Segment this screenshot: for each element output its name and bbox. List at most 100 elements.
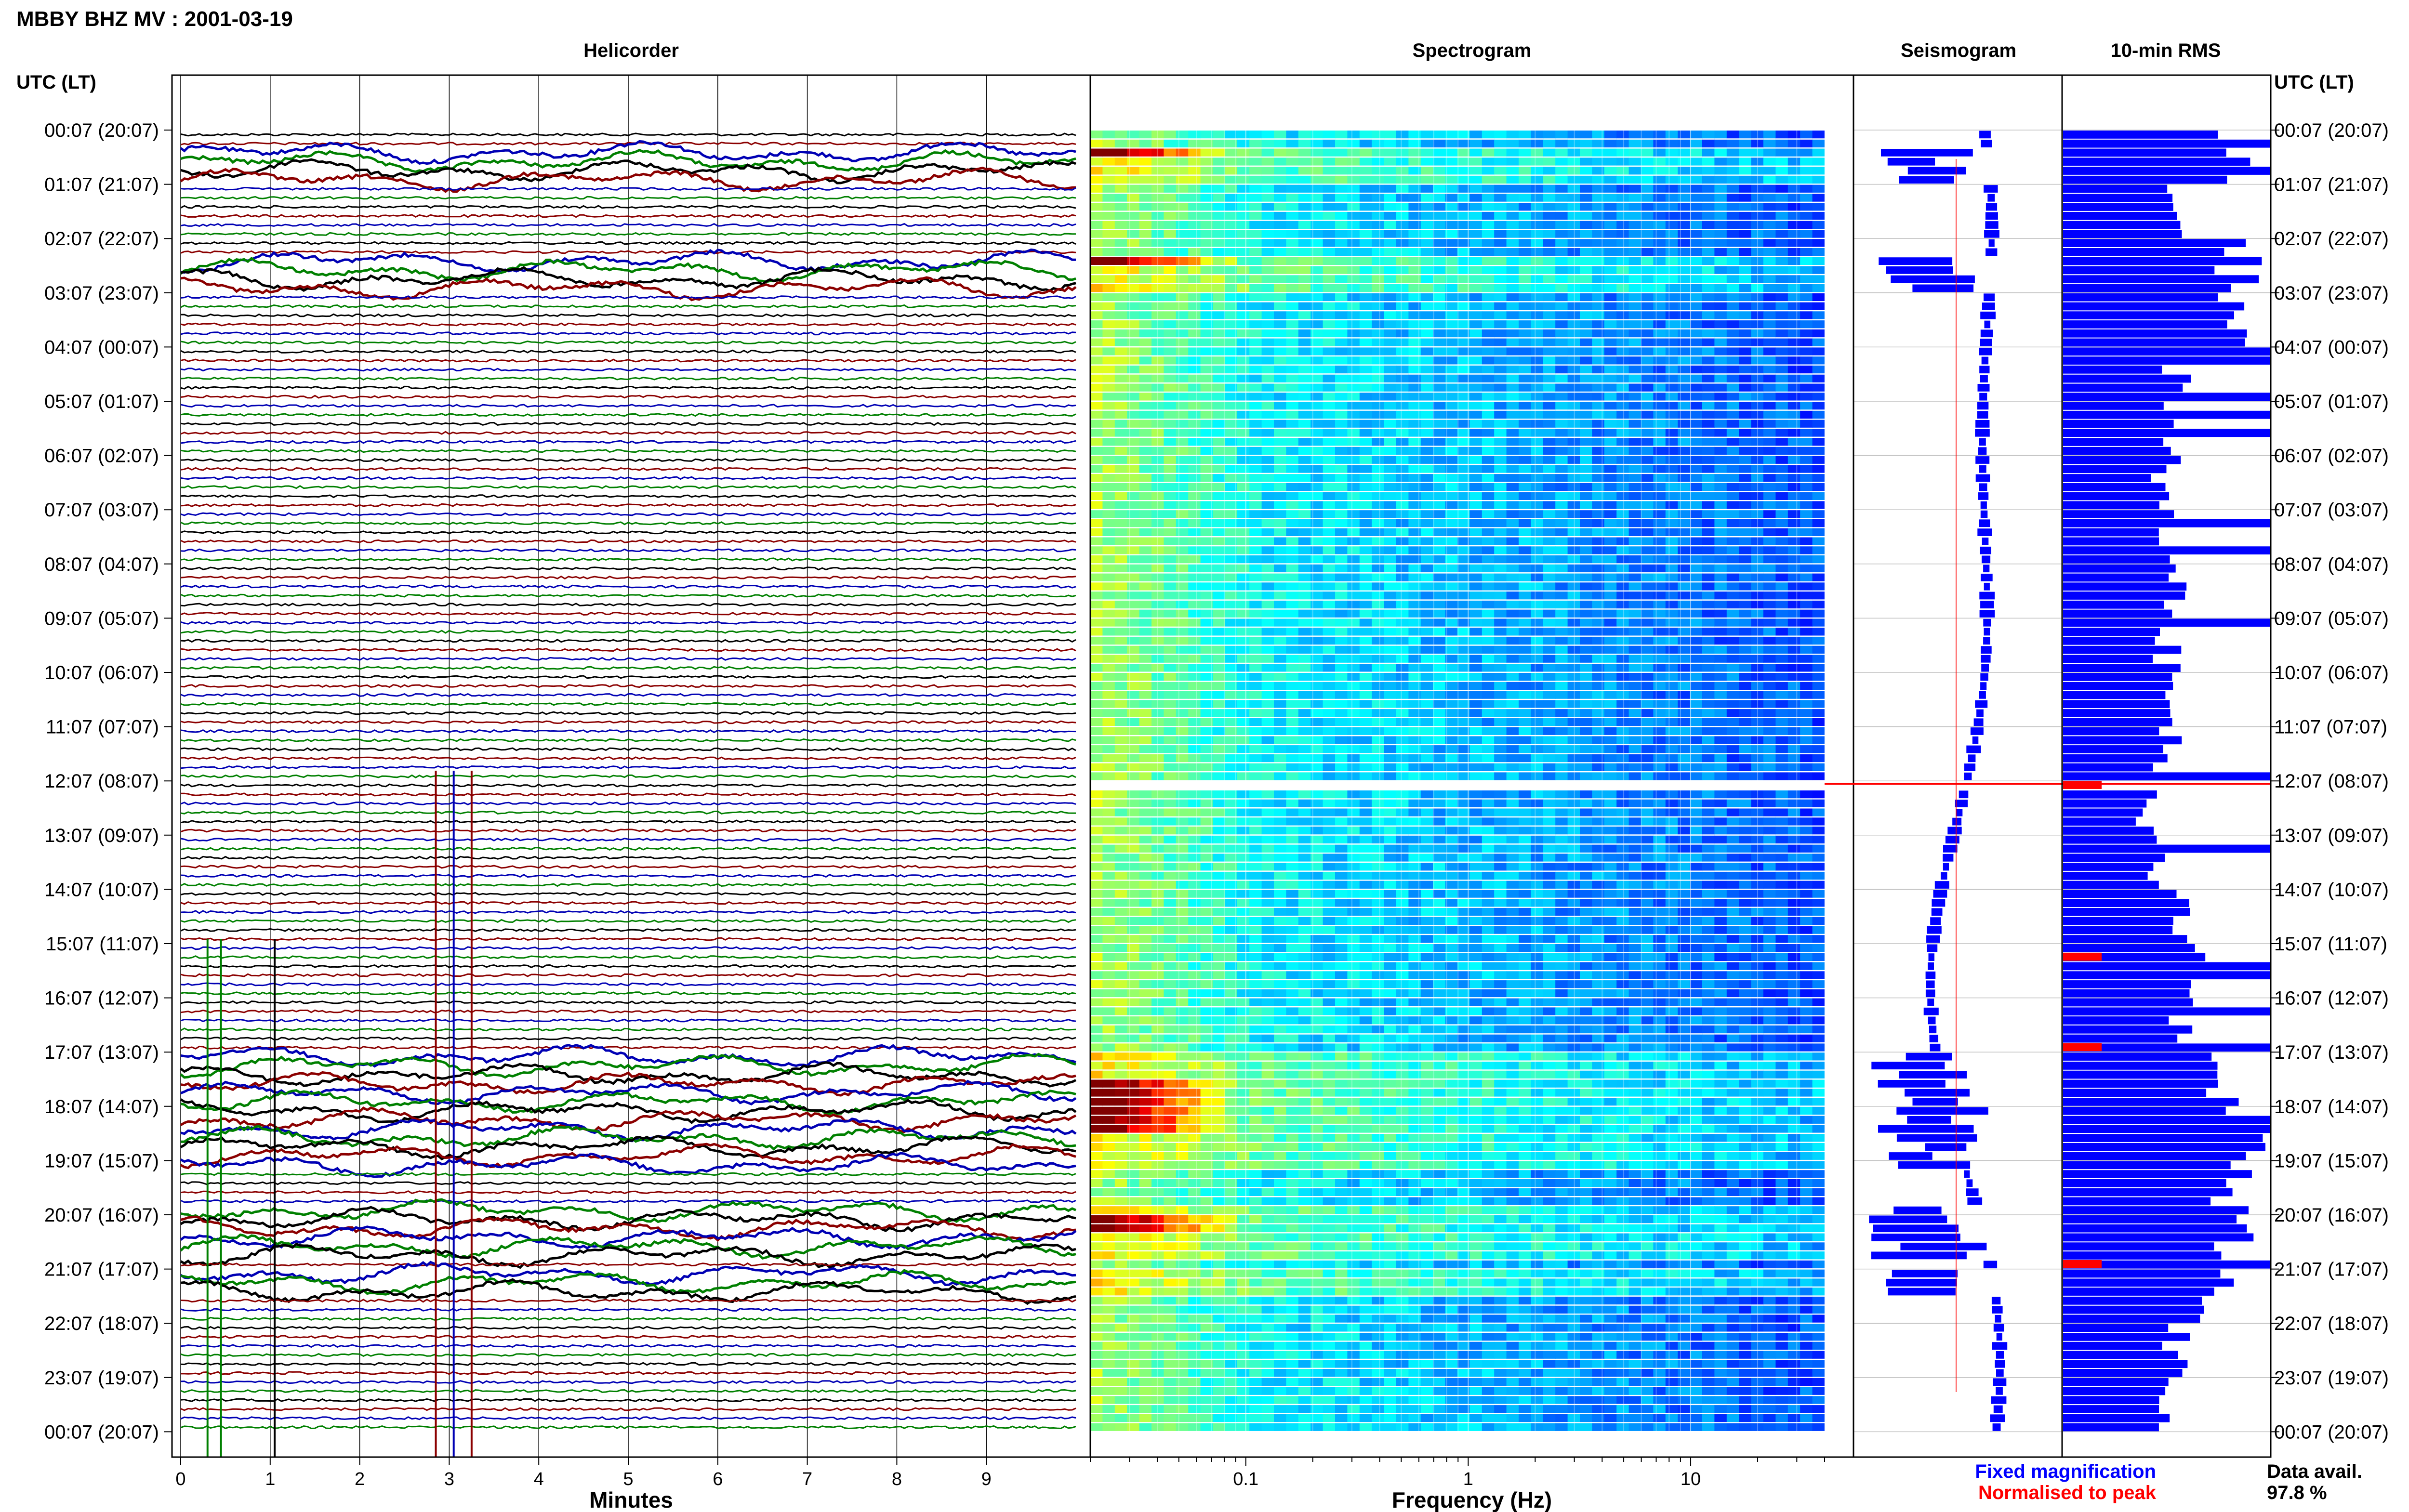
spectrogram-cell [1543, 609, 1556, 618]
spectrogram-cell [1787, 501, 1800, 509]
spectrogram-cell [1188, 835, 1201, 844]
spectrogram-cell [1531, 167, 1544, 175]
spectrogram-cell [1249, 465, 1262, 473]
spectrogram-cell [1164, 609, 1177, 618]
spectrogram-cell [1249, 167, 1262, 175]
spectrogram-cell [1567, 347, 1580, 355]
spectrogram-cell [1775, 194, 1788, 202]
spectrogram-cell [1592, 465, 1605, 473]
spectrogram-cell [1592, 835, 1605, 844]
spectrogram-cell [1237, 772, 1250, 780]
spectrogram-cell [1225, 555, 1238, 564]
spectrogram-cell [1396, 844, 1409, 853]
spectrogram-cell [1127, 266, 1140, 274]
spectrogram-cell [1641, 609, 1654, 618]
spectrogram-cell [1580, 573, 1592, 581]
helicorder-trace [180, 865, 1076, 869]
spectrogram-cell [1812, 483, 1825, 491]
spectrogram-cell [1396, 501, 1409, 509]
spectrogram-cell [1506, 447, 1519, 455]
spectrogram-cell [1433, 510, 1446, 518]
spectrogram-cell [1261, 510, 1274, 518]
spectrogram-cell [1787, 338, 1800, 346]
spectrogram-cell [1751, 447, 1764, 455]
spectrogram-cell [1274, 537, 1286, 545]
spectrogram-cell [1519, 618, 1531, 627]
spectrogram-cell [1152, 537, 1164, 545]
spectrogram-cell [1164, 573, 1177, 581]
spectrogram-cell [1726, 347, 1739, 355]
spectrogram-cell [1555, 293, 1568, 302]
spectrogram-cell [1616, 754, 1629, 763]
spectrogram-cell [1519, 203, 1531, 211]
spectrogram-cell [1812, 673, 1825, 681]
spectrogram-cell [1506, 410, 1519, 419]
spectrogram-cell [1543, 483, 1556, 491]
spectrogram-cell [1800, 284, 1813, 292]
spectrogram-cell [1739, 248, 1752, 256]
spectrogram-cell [1543, 474, 1556, 482]
spectrogram-cell [1482, 203, 1495, 211]
spectrogram-cell [1653, 275, 1666, 283]
spectrogram-cell [1775, 592, 1788, 600]
spectrogram-cell [1616, 338, 1629, 346]
spectrogram-cell [1335, 374, 1348, 382]
spectrogram-cell [1127, 844, 1140, 853]
spectrogram-cell [1225, 383, 1238, 392]
spectrogram-cell [1237, 483, 1250, 491]
spectrogram-cell [1457, 645, 1470, 654]
helicorder-trace [180, 1052, 1076, 1079]
spectrogram-cell [1396, 772, 1409, 780]
spectrogram-cell [1543, 618, 1556, 627]
spectrogram-cell [1506, 266, 1519, 274]
spectrogram-cell [1812, 302, 1825, 310]
spectrogram-cell [1555, 510, 1568, 518]
spectrogram-cell [1261, 148, 1274, 157]
spectrogram-cell [1213, 311, 1225, 319]
spectrogram-cell [1323, 799, 1336, 807]
spectrogram-cell [1323, 447, 1336, 455]
spectrogram-cell [1274, 456, 1286, 464]
spectrogram-cell [1800, 148, 1813, 157]
spectrogram-cell [1176, 257, 1189, 265]
spectrogram-cell [1751, 393, 1764, 401]
spectrogram-cell [1604, 628, 1617, 636]
spectrogram-cell [1519, 709, 1531, 717]
spectrogram-cell [1555, 347, 1568, 355]
spectrogram-cell [1286, 790, 1299, 799]
spectrogram-cell [1249, 284, 1262, 292]
spectrogram-cell [1359, 636, 1372, 645]
spectrogram-cell [1714, 402, 1727, 410]
spectrogram-cell [1482, 727, 1495, 735]
spectrogram-cell [1751, 139, 1764, 148]
spectrogram-cell [1359, 302, 1372, 310]
spectrogram-cell [1604, 582, 1617, 591]
spectrogram-cell [1188, 275, 1201, 283]
spectrogram-cell [1641, 736, 1654, 744]
spectrogram-cell [1714, 817, 1727, 826]
spectrogram-cell [1506, 167, 1519, 175]
spectrogram-cell [1726, 827, 1739, 835]
spectrogram-cell [1665, 745, 1678, 753]
spectrogram-cell [1261, 374, 1274, 382]
spectrogram-cell [1519, 808, 1531, 816]
helicorder-trace [180, 684, 1076, 688]
spectrogram-cell [1506, 365, 1519, 374]
helicorder-trace [180, 485, 1076, 489]
spectrogram-cell [1274, 808, 1286, 816]
spectrogram-cell [1213, 835, 1225, 844]
spectrogram-cell [1139, 347, 1152, 355]
spectrogram-cell [1531, 546, 1544, 554]
spectrogram-cell [1237, 420, 1250, 428]
spectrogram-cell [1384, 139, 1397, 148]
spectrogram-cell [1323, 546, 1336, 554]
spectrogram-cell [1800, 410, 1813, 419]
spectrogram-cell [1298, 745, 1311, 753]
spectrogram-cell [1787, 618, 1800, 627]
spectrogram-cell [1506, 356, 1519, 365]
helicorder-trace [180, 1344, 1076, 1348]
spectrogram-cell [1298, 772, 1311, 780]
spectrogram-cell [1592, 248, 1605, 256]
spectrogram-cell [1335, 673, 1348, 681]
helicorder-trace [180, 910, 1076, 914]
